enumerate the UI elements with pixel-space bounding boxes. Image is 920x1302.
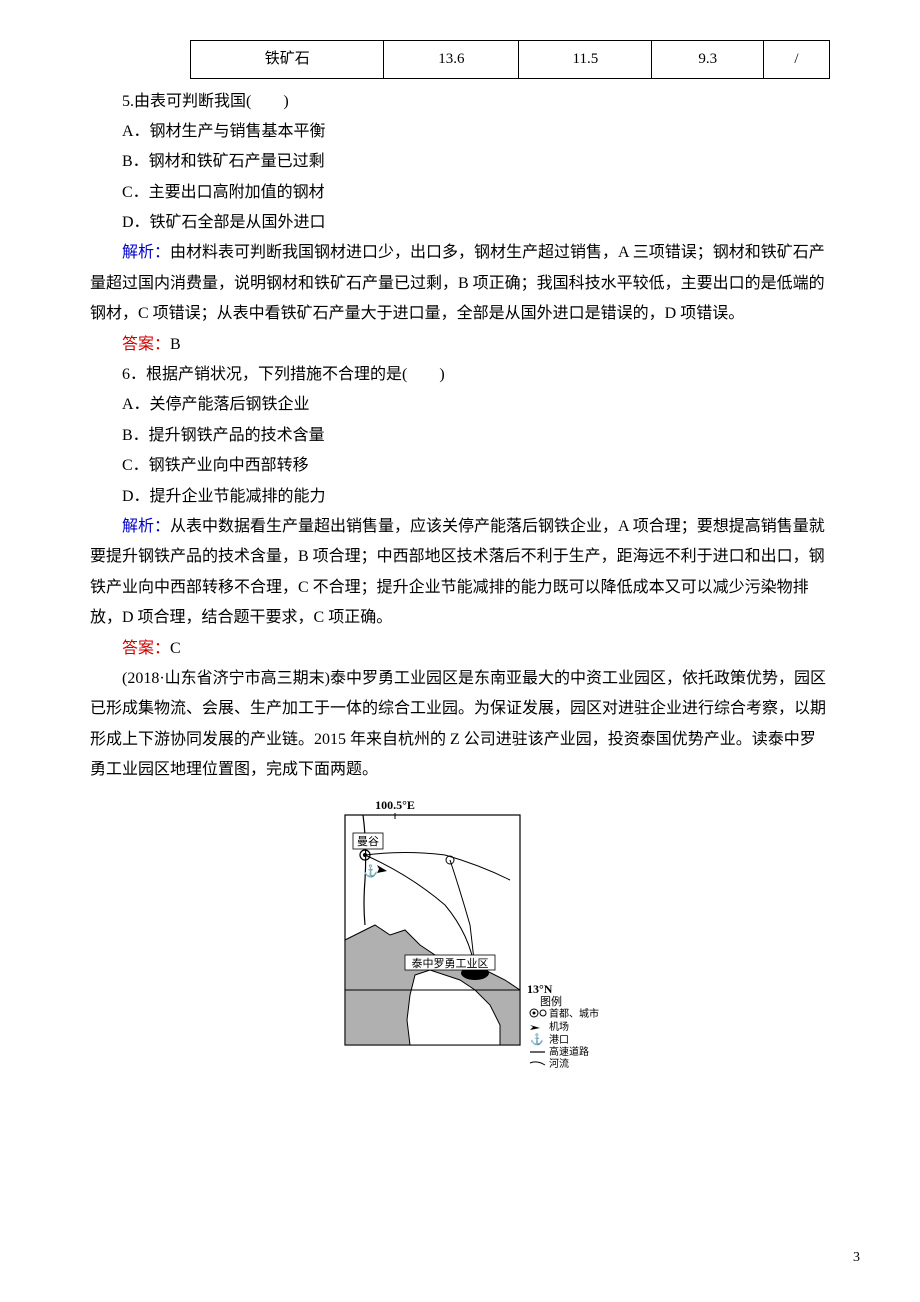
cell-v4: / bbox=[763, 41, 829, 79]
legend-capital: 首都、城市 bbox=[549, 1007, 599, 1020]
q6-answer: 答案：C bbox=[90, 634, 830, 664]
q6-analysis: 解析：从表中数据看生产量超出销售量，应该关停产能落后钢铁企业，A 项合理；要想提… bbox=[90, 512, 830, 634]
legend-airport: 机场 bbox=[549, 1020, 569, 1033]
cell-v1: 13.6 bbox=[384, 41, 519, 79]
answer-label: 答案： bbox=[122, 640, 170, 657]
q6-answer-text: C bbox=[170, 640, 181, 657]
cell-v2: 11.5 bbox=[519, 41, 652, 79]
q5-analysis-text: 由材料表可判断我国钢材进口少，出口多，钢材生产超过销售，A 三项错误；钢材和铁矿… bbox=[90, 244, 825, 322]
legend-river-icon bbox=[530, 1062, 545, 1065]
analysis-label: 解析： bbox=[122, 244, 170, 261]
table-row: 铁矿石 13.6 11.5 9.3 / bbox=[191, 41, 830, 79]
q5-analysis: 解析：由材料表可判断我国钢材进口少，出口多，钢材生产超过销售，A 三项错误；钢材… bbox=[90, 238, 830, 329]
legend-port-icon: ⚓ bbox=[530, 1033, 544, 1046]
answer-label: 答案： bbox=[122, 336, 170, 353]
page-number: 3 bbox=[853, 1245, 860, 1272]
cell-v3: 9.3 bbox=[652, 41, 763, 79]
map-svg: 100.5°E 13°N 曼谷 ⚓ 泰中罗勇工业区 图例 首都、城市 机场 bbox=[315, 795, 605, 1075]
legend-city-icon bbox=[540, 1010, 546, 1016]
q6-stem: 6．根据产销状况，下列措施不合理的是( ) bbox=[90, 360, 830, 390]
q5-answer-text: B bbox=[170, 336, 181, 353]
map-figure: 100.5°E 13°N 曼谷 ⚓ 泰中罗勇工业区 图例 首都、城市 机场 bbox=[90, 795, 830, 1086]
context-paragraph: (2018·山东省济宁市高三期末)泰中罗勇工业园区是东南亚最大的中资工业园区，依… bbox=[90, 664, 830, 786]
legend-highway: 高速道路 bbox=[549, 1045, 589, 1058]
legend-capital-dot bbox=[533, 1012, 536, 1015]
capital-dot bbox=[363, 853, 367, 857]
q5-stem: 5.由表可判断我国( ) bbox=[90, 87, 830, 117]
data-table: 铁矿石 13.6 11.5 9.3 / bbox=[190, 40, 830, 79]
q5-option-c: C．主要出口高附加值的钢材 bbox=[90, 178, 830, 208]
city-bangkok: 曼谷 bbox=[357, 835, 379, 848]
cell-material: 铁矿石 bbox=[191, 41, 384, 79]
analysis-label: 解析： bbox=[122, 518, 170, 535]
q6-analysis-text: 从表中数据看生产量超出销售量，应该关停产能落后钢铁企业，A 项合理；要想提高销售… bbox=[90, 518, 825, 626]
q5-option-d: D．铁矿石全部是从国外进口 bbox=[90, 208, 830, 238]
legend-title: 图例 bbox=[540, 994, 562, 1008]
q5-option-b: B．钢材和铁矿石产量已过剩 bbox=[90, 147, 830, 177]
legend-river: 河流 bbox=[549, 1057, 569, 1070]
legend-airport-icon bbox=[530, 1025, 540, 1030]
q6-option-b: B．提升钢铁产品的技术含量 bbox=[90, 421, 830, 451]
lon-label: 100.5°E bbox=[375, 798, 415, 812]
zone-label: 泰中罗勇工业区 bbox=[412, 956, 489, 970]
legend-port: 港口 bbox=[549, 1034, 569, 1046]
q6-option-d: D．提升企业节能减排的能力 bbox=[90, 482, 830, 512]
lat-label: 13°N bbox=[527, 982, 553, 996]
q5-option-a: A．钢材生产与销售基本平衡 bbox=[90, 117, 830, 147]
port-icon: ⚓ bbox=[363, 864, 378, 878]
q5-answer: 答案：B bbox=[90, 330, 830, 360]
q6-option-c: C．钢铁产业向中西部转移 bbox=[90, 451, 830, 481]
q6-option-a: A．关停产能落后钢铁企业 bbox=[90, 390, 830, 420]
